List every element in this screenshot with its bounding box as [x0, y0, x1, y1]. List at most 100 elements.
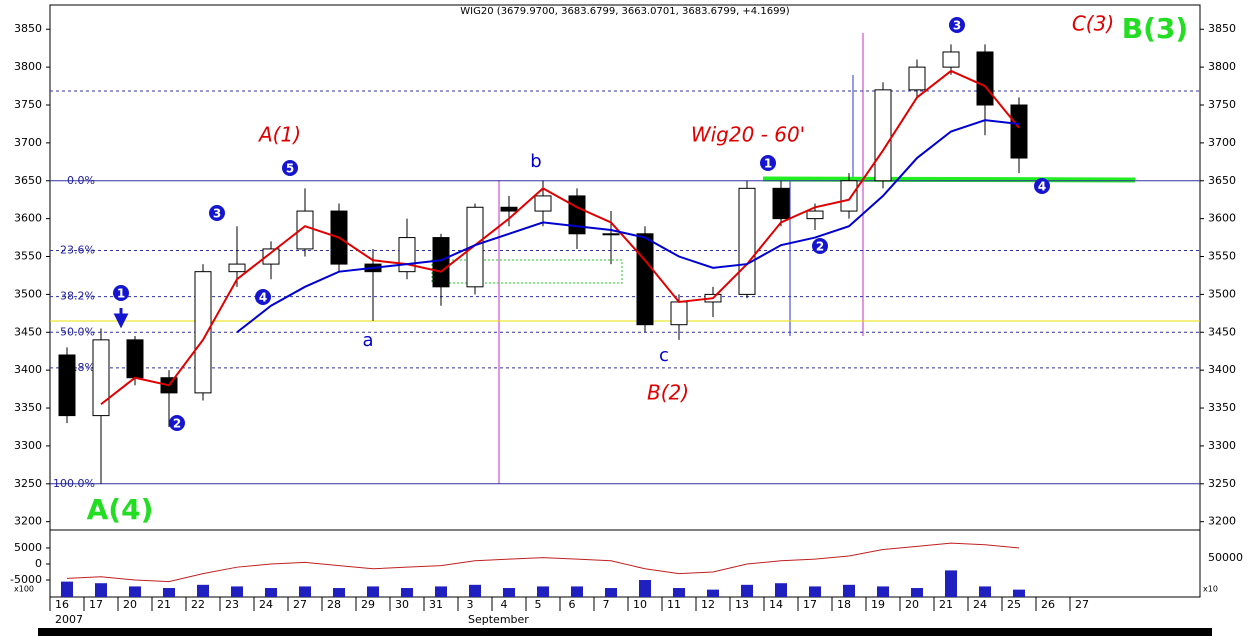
- y-tick-label: 3550: [14, 250, 42, 263]
- fib-label: 100.0%: [53, 477, 95, 490]
- y-tick-label: 3650: [14, 174, 42, 187]
- wave-marker: [760, 155, 776, 171]
- price-frame: [49, 4, 1201, 531]
- fib-label: 38.2%: [60, 290, 95, 303]
- wave-label: 4: [259, 291, 267, 305]
- candle-body: [432, 237, 450, 288]
- x-tick-label: 14: [769, 598, 783, 611]
- x-tick-label: 29: [361, 598, 375, 611]
- y-tick-label: 3250: [14, 477, 42, 490]
- candle-body: [840, 180, 858, 212]
- volume-bar: [911, 588, 923, 597]
- y-tick-label: 3800: [1208, 60, 1236, 73]
- candle-body: [296, 210, 314, 250]
- x-tick-label: 5: [535, 598, 542, 611]
- volume-bar: [843, 584, 855, 597]
- y-tick-label: 3350: [1208, 401, 1236, 414]
- wave-label: 2: [816, 240, 824, 254]
- x-tick-label: 25: [1007, 598, 1021, 611]
- candle-body: [568, 195, 586, 235]
- candle-body: [738, 187, 756, 295]
- x-tick-label: 30: [395, 598, 409, 611]
- v-tick-label: 5000: [14, 541, 42, 554]
- volume-bar: [741, 584, 753, 597]
- y-tick-label: 3700: [1208, 136, 1236, 149]
- period-label: September: [468, 613, 529, 626]
- x-tick-label: 13: [735, 598, 749, 611]
- x-tick-label: 20: [905, 598, 919, 611]
- annotation: B(3): [1122, 12, 1188, 45]
- y-tick-label: 3850: [1208, 22, 1236, 35]
- wave-label: 4: [1038, 180, 1046, 194]
- v-tick-label: 0: [35, 557, 42, 570]
- y-tick-label: 3750: [1208, 98, 1236, 111]
- x-tick-label: 20: [123, 598, 137, 611]
- annotation: c: [659, 345, 669, 366]
- candle-body: [1010, 104, 1028, 159]
- unit-label: x10: [1203, 585, 1218, 594]
- volume-bar: [163, 588, 175, 597]
- y-tick-label: 3200: [14, 515, 42, 528]
- y-tick-label: 3650: [1208, 174, 1236, 187]
- wave-marker: [812, 238, 828, 254]
- candle-body: [126, 339, 144, 379]
- y-tick-label: 3600: [14, 212, 42, 225]
- v-tick-label: -5000: [10, 573, 42, 586]
- moving-average: [236, 119, 1020, 334]
- volume-bar: [129, 586, 141, 597]
- wave-marker: [113, 285, 129, 301]
- x-tick-label: 17: [89, 598, 103, 611]
- volume-frame: [49, 529, 1201, 598]
- y-tick-label: 3850: [14, 22, 42, 35]
- volume-bar: [95, 583, 107, 597]
- x-tick-label: 26: [1041, 598, 1055, 611]
- x-tick-label: 12: [701, 598, 715, 611]
- x-tick-label: 22: [191, 598, 205, 611]
- y-tick-label: 3450: [14, 325, 42, 338]
- wave-label: 3: [213, 207, 221, 221]
- chart-title: WIG20 (3679.9700, 3683.6799, 3663.0701, …: [460, 6, 789, 17]
- volume-bar: [877, 586, 889, 597]
- x-tick-label: 11: [667, 598, 681, 611]
- wave-marker: [255, 289, 271, 305]
- x-tick-label: 3: [467, 598, 474, 611]
- wave-marker: [949, 17, 965, 33]
- candle-body: [92, 339, 110, 417]
- x-tick-label: 24: [973, 598, 987, 611]
- range-box: [431, 259, 623, 284]
- wave-label: 2: [173, 417, 181, 431]
- candle-body: [636, 233, 654, 326]
- x-tick-label: 27: [293, 598, 307, 611]
- candle-body: [58, 354, 76, 417]
- x-tick-label: 27: [1075, 598, 1089, 611]
- y-tick-label: 3700: [14, 136, 42, 149]
- volume-bar: [61, 581, 73, 597]
- y-tick-label: 3550: [1208, 250, 1236, 263]
- candle-body: [908, 66, 926, 91]
- volume-bar: [605, 588, 617, 597]
- wave-label: 3: [953, 19, 961, 33]
- x-tick-label: 31: [429, 598, 443, 611]
- volume-bar: [707, 589, 719, 597]
- x-tick-label: 4: [501, 598, 508, 611]
- annotation: b: [530, 151, 541, 172]
- v2-tick-label: 50000: [1208, 551, 1243, 564]
- x-tick-label: 17: [803, 598, 817, 611]
- x-tick-label: 18: [837, 598, 851, 611]
- x-tick-label: 10: [633, 598, 647, 611]
- y-tick-label: 3750: [14, 98, 42, 111]
- annotation: Wig20 - 60': [691, 123, 805, 147]
- x-tick-label: 19: [871, 598, 885, 611]
- volume-bar: [979, 586, 991, 597]
- arrow: [113, 308, 129, 329]
- annotation: C(3): [1072, 12, 1114, 36]
- x-tick-label: 6: [569, 598, 576, 611]
- wave-label: 1: [764, 157, 772, 171]
- y-tick-label: 3250: [1208, 477, 1236, 490]
- candle-body: [466, 206, 484, 288]
- wave-marker: [169, 415, 185, 431]
- volume-bar: [367, 586, 379, 597]
- candle-body: [534, 195, 552, 212]
- wave-marker: [1034, 178, 1050, 194]
